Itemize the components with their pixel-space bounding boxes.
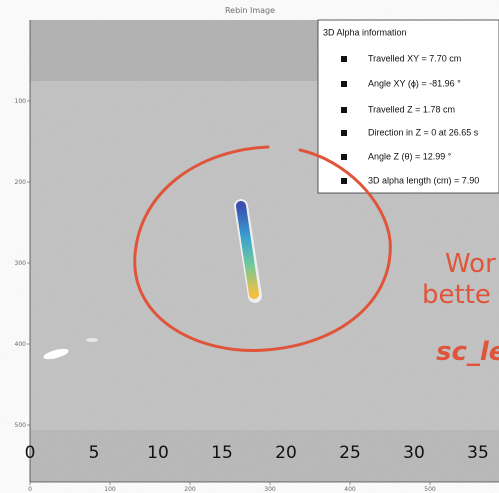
alpha-track: [236, 201, 259, 299]
scale-label: 30: [403, 443, 425, 463]
legend-box: [317, 19, 499, 194]
scale-label: 10: [147, 443, 169, 463]
y-tick-label: 400: [15, 341, 27, 348]
legend-marker: [341, 178, 347, 184]
blob: [86, 338, 98, 342]
x-tick-label: 100: [104, 486, 116, 493]
y-tick-label: 200: [15, 179, 27, 186]
x-tick-label: 200: [184, 486, 196, 493]
legend-marker: [341, 81, 347, 87]
legend-entries: Travelled XY = 7.70 cm Angle XY (ϕ) = -81…: [341, 53, 479, 185]
legend-entry: Angle XY (ϕ) = -81.96 °: [368, 78, 461, 88]
legend-marker: [341, 56, 347, 62]
legend-title: 3D Alpha information: [323, 27, 407, 37]
y-tick-label: 500: [15, 422, 27, 429]
x-tick-label: 400: [344, 486, 356, 493]
legend-entry: Travelled XY = 7.70 cm: [368, 53, 461, 63]
x-tick-label: 300: [264, 486, 276, 493]
y-tick-label: 100: [15, 98, 27, 105]
scale-label: 15: [211, 443, 233, 463]
scale-label: 20: [275, 443, 297, 463]
annotation-text: sc_le: [436, 337, 499, 367]
scale-label: 35: [467, 443, 489, 463]
annotation-text: bette: [422, 280, 491, 310]
legend-entry: Angle Z (θ) = 12.99 °: [368, 151, 452, 161]
legend-entry: Travelled Z = 1.78 cm: [368, 104, 455, 114]
scale-label: 5: [89, 443, 100, 463]
x-tick-label: 0: [28, 486, 32, 493]
scale-label: 25: [339, 443, 361, 463]
legend-entry: 3D alpha length (cm) = 7.90: [368, 175, 479, 185]
legend-marker: [341, 154, 347, 160]
hand-drawn-circle: [133, 145, 392, 352]
scale-label: 0: [25, 443, 36, 463]
x-tick-label: 500: [424, 486, 436, 493]
y-tick-label: 300: [15, 260, 27, 267]
legend-marker: [341, 107, 347, 113]
annotation-text: Wor: [445, 249, 496, 279]
legend-marker: [341, 130, 347, 136]
axis-ticks: 100 200 300 400 500 0 100 200 300 400 500 0 5 10 15 20 2…: [15, 98, 489, 493]
blob: [43, 348, 69, 360]
image-title: Rebin Image: [225, 6, 275, 15]
legend-entry: Direction in Z = 0 at 26.65 s: [368, 127, 479, 137]
